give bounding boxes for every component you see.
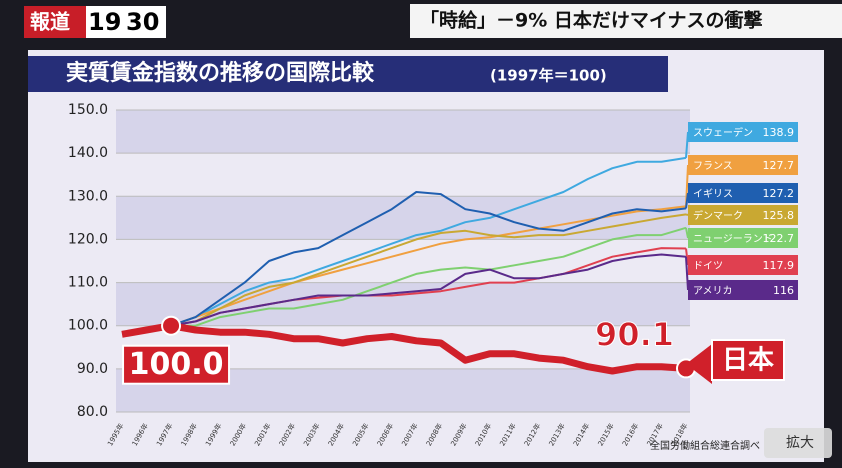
end-label-box — [688, 228, 798, 248]
chart-subtitle: (1997年＝100) — [490, 67, 607, 85]
connector — [685, 256, 689, 291]
end-label-box — [688, 205, 798, 225]
data-label-box — [122, 344, 231, 385]
series-line — [170, 191, 687, 327]
chart-title: 実質賃金指数の推移の国際比較 — [66, 60, 375, 86]
data-label: 127.7 — [763, 159, 795, 172]
grid-band — [116, 110, 690, 154]
logo-box — [86, 6, 166, 38]
series-line — [170, 156, 687, 327]
end-label-box — [688, 155, 798, 175]
legend-label: アメリカ — [693, 285, 733, 297]
headline: 「時給」－9% 日本だけマイナスの衝撃 — [420, 9, 763, 32]
series-line — [121, 322, 687, 375]
logo-text: 30 — [126, 8, 159, 36]
y-tick-label: 90.0 — [77, 361, 108, 377]
legend-label: デンマーク — [693, 209, 743, 222]
connector — [685, 192, 689, 209]
data-label: 138.9 — [763, 126, 795, 139]
legend-label: ドイツ — [693, 261, 723, 272]
y-tick-label: 140.0 — [68, 145, 108, 161]
legend-label: ニュージーランド — [693, 233, 773, 245]
end-label-box — [688, 122, 798, 142]
zoom-button-label[interactable]: 拡大 — [786, 435, 814, 451]
y-tick-label: 150.0 — [68, 102, 108, 118]
connector — [685, 131, 689, 158]
y-tick-label: 120.0 — [68, 231, 108, 247]
connector — [685, 227, 689, 239]
legend-label: イギリス — [693, 188, 733, 200]
data-label: 122.7 — [763, 232, 795, 245]
end-label-box — [688, 183, 798, 203]
legend-label: フランス — [693, 160, 733, 172]
data-label: 125.8 — [763, 209, 795, 222]
y-tick-label: 110.0 — [68, 275, 108, 291]
data-label: 117.9 — [763, 259, 795, 272]
y-tick-label: 80.0 — [77, 404, 108, 420]
series-line — [170, 213, 687, 327]
end-label-box — [688, 255, 798, 275]
y-tick-label: 130.0 — [68, 188, 108, 204]
legend-label: スウェーデン — [693, 126, 753, 139]
data-label: 127.2 — [763, 187, 795, 200]
legend-box — [711, 339, 785, 381]
marker — [161, 315, 182, 336]
data-label: 90.1 — [595, 315, 674, 353]
end-label-box — [688, 280, 798, 300]
legend-arrow — [686, 344, 712, 384]
logo-text: 報道 — [30, 10, 70, 34]
data-label: 100.0 — [129, 347, 224, 382]
grid-band — [116, 282, 690, 326]
series-line — [170, 253, 687, 327]
zoom-button[interactable] — [764, 428, 832, 458]
connector — [685, 213, 689, 216]
source: 全国労働組合総連合調べ — [650, 439, 760, 452]
series-line — [171, 226, 687, 327]
title-bar — [28, 56, 668, 92]
headline-bar — [410, 4, 842, 38]
data-label: 116 — [773, 284, 794, 297]
logo-text: 19 — [88, 8, 121, 36]
y-tick-label: 100.0 — [68, 318, 108, 334]
legend-label: 日本 — [722, 346, 774, 376]
